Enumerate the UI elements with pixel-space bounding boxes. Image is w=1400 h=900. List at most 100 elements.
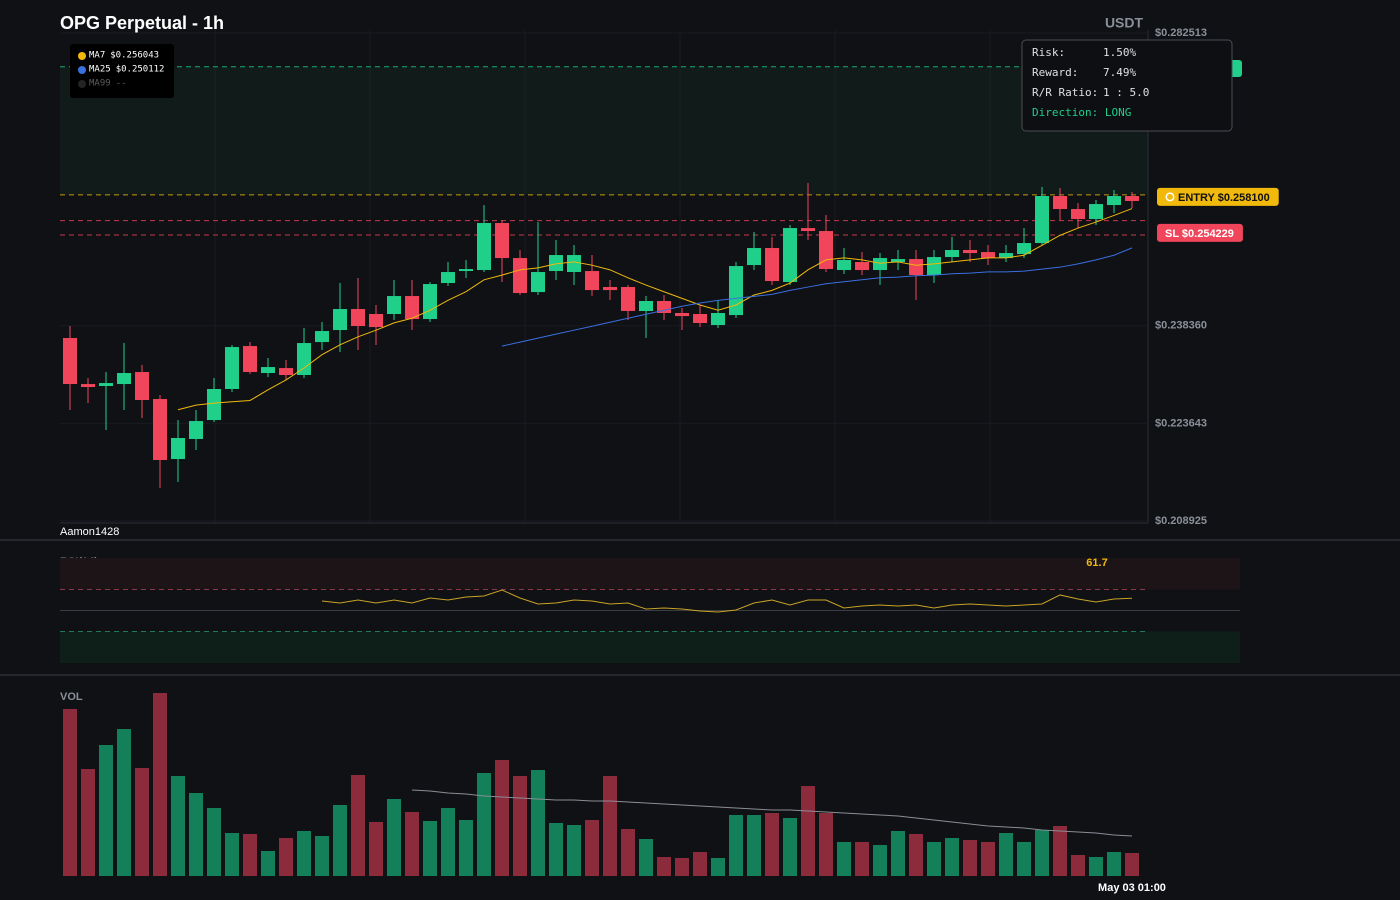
candle-body (819, 231, 833, 270)
candle-body (765, 248, 779, 282)
candle-body (945, 250, 959, 258)
legend-value: $0.250112 (116, 65, 165, 75)
volume-bar (945, 838, 959, 876)
y-tick-label: $0.282513 (1155, 27, 1207, 39)
volume-bar (765, 813, 779, 876)
volume-bar (495, 760, 509, 876)
info-value: 1 : 5.0 (1103, 86, 1149, 99)
volume-bar (459, 820, 473, 876)
volume-bar (531, 770, 545, 876)
background-layer (60, 32, 1240, 663)
volume-bar (441, 808, 455, 876)
legend-value: $0.256043 (110, 51, 159, 61)
candle-body (999, 253, 1013, 259)
candle-body (531, 272, 545, 293)
volume-bar (279, 838, 293, 876)
volume-bar (297, 831, 311, 876)
legend-name: MA25 (89, 65, 111, 75)
candle-body (225, 347, 239, 389)
info-direction: Direction: LONG (1032, 106, 1131, 119)
legend-swatch (78, 66, 86, 74)
candle-body (351, 309, 365, 327)
candle-body (567, 255, 581, 273)
candle-body (441, 272, 455, 284)
candle-body (693, 313, 707, 324)
candle-body (675, 313, 689, 317)
volume-bar (315, 836, 329, 876)
volume-bar (873, 845, 887, 876)
level-dot-inner (1167, 193, 1173, 200)
candle-body (135, 372, 149, 401)
volume-bar (207, 808, 221, 876)
volume-bar (747, 815, 761, 876)
candle-body (1107, 196, 1121, 206)
volume-bar (639, 839, 653, 876)
candle-body (1089, 204, 1103, 220)
volume-bar (783, 818, 797, 876)
overbought-zone (60, 558, 1240, 590)
volume-bar (711, 858, 725, 876)
legend-swatch (78, 80, 86, 88)
candle-body (891, 259, 905, 263)
volume-bar (1125, 853, 1139, 876)
candle-body (261, 367, 275, 374)
volume-bar (261, 851, 275, 876)
volume-bar (999, 833, 1013, 876)
candle-body (927, 257, 941, 276)
y-tick-label: $0.208925 (1155, 515, 1207, 527)
volume-bar (351, 775, 365, 876)
volume-bar (63, 709, 77, 876)
target-zone (60, 66, 1148, 195)
candle-body (837, 260, 851, 271)
volume-bar (657, 857, 671, 876)
volume-bar (981, 842, 995, 876)
y-tick-label: $0.223643 (1155, 417, 1207, 429)
candle-body (639, 300, 653, 312)
currency: USDT (1105, 15, 1144, 31)
info-value: 7.49% (1103, 66, 1136, 79)
info-label: Risk: (1032, 46, 1065, 59)
candle-body (711, 313, 725, 326)
candle-body (1071, 209, 1085, 220)
volume-bar (405, 812, 419, 876)
volume-bar (1089, 857, 1103, 876)
volume-bar (153, 693, 167, 876)
candle-body (153, 399, 167, 461)
ma-line (501, 247, 1133, 347)
candle-body (477, 223, 491, 271)
volume-bar (1053, 826, 1067, 876)
candle-body (621, 287, 635, 312)
legend-swatch (78, 52, 86, 60)
candle-body (1125, 196, 1139, 201)
candle-body (981, 252, 995, 259)
ma-line (177, 208, 1133, 411)
volume-bar (837, 842, 851, 876)
candle-body (369, 313, 383, 328)
candle-body (387, 296, 401, 314)
candle-body (189, 421, 203, 440)
legend-box (70, 44, 174, 98)
candle-body (423, 284, 437, 320)
level-label: SL $0.254229 (1165, 228, 1234, 240)
volume-bar (333, 805, 347, 876)
candle-body (99, 383, 113, 387)
volume-bar (855, 842, 869, 876)
candle-body (459, 269, 473, 272)
candle-body (279, 368, 293, 376)
candle-body (1053, 196, 1067, 210)
info-label: R/R Ratio: (1032, 86, 1098, 99)
info-value: 1.50% (1103, 46, 1136, 59)
volume-bar (675, 858, 689, 876)
volume-bar (963, 840, 977, 876)
legend-name: MA7 (89, 51, 105, 61)
level-tag (1157, 187, 1279, 206)
volume-bar (387, 799, 401, 876)
candle-body (63, 338, 77, 385)
volume-bar (621, 829, 635, 876)
volume-bar (477, 773, 491, 876)
info-box (1021, 39, 1233, 132)
volume-bar (693, 852, 707, 876)
rsi-line (321, 589, 1133, 613)
